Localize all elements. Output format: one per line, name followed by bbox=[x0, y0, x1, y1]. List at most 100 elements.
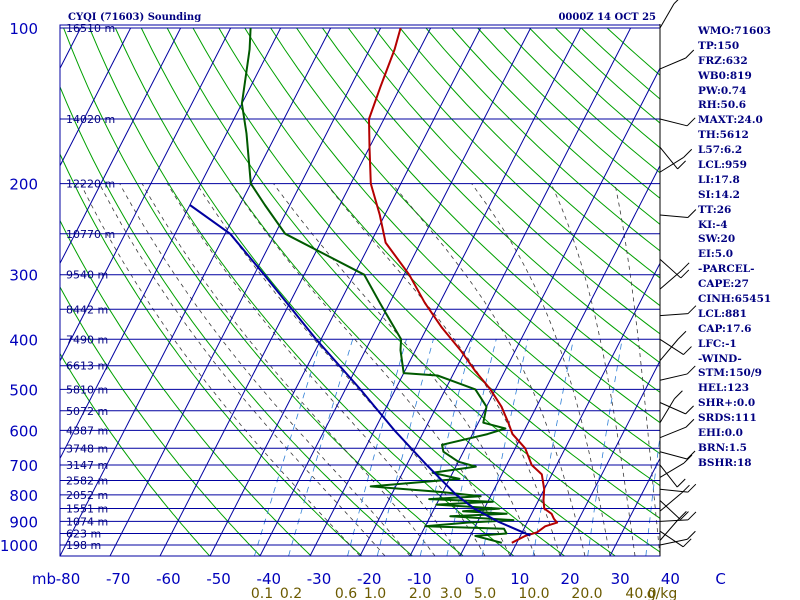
moist-adiabat bbox=[167, 183, 461, 556]
mixing-ratio-label: 2.0 bbox=[409, 586, 431, 600]
dry-adiabat bbox=[60, 85, 413, 556]
index-row: -WIND- bbox=[698, 352, 742, 365]
wind-barb bbox=[659, 426, 687, 439]
sounding-profile-2 bbox=[240, 28, 515, 544]
index-row: LCL:959 bbox=[698, 159, 747, 172]
temperature-tick-label: -70 bbox=[106, 570, 131, 588]
index-row: TT:26 bbox=[698, 203, 732, 216]
index-row: LI:17.8 bbox=[698, 173, 740, 186]
wind-barb-flag bbox=[683, 454, 693, 464]
wind-barb-flag bbox=[673, 0, 679, 5]
dry-adiabat bbox=[114, 28, 565, 556]
wind-barb bbox=[659, 519, 679, 541]
wind-barb-flag bbox=[687, 511, 697, 521]
index-row: STM:150/9 bbox=[698, 367, 762, 380]
dry-adiabat bbox=[140, 28, 616, 556]
temperature-tick-label: -50 bbox=[206, 570, 231, 588]
wind-barb-column bbox=[659, 0, 697, 556]
pressure-tick-label: 200 bbox=[9, 176, 38, 194]
wind-barb-flag bbox=[683, 148, 693, 158]
isotherm bbox=[509, 262, 660, 556]
index-row: EI:5.0 bbox=[698, 248, 734, 261]
temperature-tick-label: C bbox=[715, 570, 725, 588]
temperature-tick-label: -40 bbox=[257, 570, 282, 588]
wind-barb bbox=[659, 214, 688, 218]
height-label: 623 m bbox=[66, 528, 101, 541]
pressure-unit-label: mb bbox=[32, 570, 56, 588]
wind-barb bbox=[659, 492, 682, 512]
temperature-axis-labels: mb -80 -70 -60 -50 -40 -30 -20 -10 0 10 20 30 40 C bbox=[32, 570, 726, 588]
moist-adiabat bbox=[325, 183, 561, 556]
height-label: 2582 m bbox=[66, 474, 108, 487]
wind-barb bbox=[659, 3, 675, 29]
isotherm bbox=[60, 28, 132, 167]
isotherm-lines bbox=[60, 28, 660, 556]
wind-barb bbox=[659, 530, 684, 548]
moist-adiabat bbox=[230, 183, 511, 556]
mixing-ratio-label: 3.0 bbox=[440, 586, 462, 600]
dry-adiabat bbox=[63, 28, 464, 556]
dry-adiabat bbox=[296, 28, 660, 393]
wind-barb-flag bbox=[680, 511, 689, 520]
height-label: 12220 m bbox=[66, 178, 115, 191]
temperature-tick-label: 30 bbox=[611, 570, 630, 588]
dry-adiabat bbox=[244, 28, 660, 455]
mixing-ratio-lines bbox=[254, 339, 660, 556]
pressure-tick-label: 900 bbox=[9, 513, 38, 531]
isotherm bbox=[409, 67, 660, 556]
dry-adiabat bbox=[89, 28, 515, 556]
dry-adiabat bbox=[373, 28, 660, 307]
wind-barb bbox=[659, 500, 681, 520]
index-row: SI:14.2 bbox=[698, 188, 740, 201]
wind-barb-flag bbox=[677, 330, 687, 340]
mixing-ratio-line bbox=[587, 339, 623, 556]
mixing-ratio-line bbox=[347, 339, 407, 556]
mixing-ratio-label: 1.0 bbox=[364, 586, 386, 600]
isotherm bbox=[60, 28, 232, 362]
moist-adiabat bbox=[273, 183, 536, 556]
temperature-tick-label: -20 bbox=[357, 570, 382, 588]
sounding-profile-1 bbox=[368, 28, 559, 544]
dry-adiabat bbox=[321, 28, 660, 364]
dry-adiabat bbox=[60, 152, 363, 556]
dry-adiabat bbox=[218, 28, 660, 487]
temperature-tick-label: -80 bbox=[56, 570, 81, 588]
dry-adiabat bbox=[347, 28, 660, 335]
dry-adiabat bbox=[60, 285, 261, 556]
index-row: BRN:1.5 bbox=[698, 441, 747, 454]
index-row: BSHR:18 bbox=[698, 456, 752, 469]
index-row: FRZ:632 bbox=[698, 54, 748, 67]
moist-adiabat bbox=[471, 183, 611, 556]
wind-barb bbox=[659, 146, 679, 170]
height-label: 14020 m bbox=[66, 113, 115, 126]
mixing-ratio-line bbox=[288, 339, 354, 556]
wind-barb-flag bbox=[683, 346, 692, 355]
index-row: L57:6.2 bbox=[698, 144, 743, 157]
wind-barb-flag bbox=[674, 390, 683, 400]
sounding-indices-panel: WMO:71603 TP:150 FRZ:632 WB0:819 PW:0.74 RH:5… bbox=[698, 24, 771, 471]
sounding-profiles bbox=[189, 28, 559, 544]
height-label: 198 m bbox=[66, 539, 101, 552]
mixing-ratio-line bbox=[446, 339, 497, 556]
wind-barb-flag bbox=[687, 305, 697, 315]
wind-barb-flag bbox=[687, 483, 697, 493]
height-label: 9540 m bbox=[66, 269, 108, 282]
wind-barb-flag bbox=[685, 418, 695, 428]
isotherm bbox=[60, 28, 282, 460]
mixing-ratio-label: 0.6 bbox=[335, 586, 357, 600]
mixing-ratio-line bbox=[254, 339, 322, 556]
mixing-ratio-line bbox=[376, 339, 434, 556]
moist-adiabat bbox=[80, 183, 361, 556]
wind-barb-flag bbox=[686, 365, 696, 375]
dry-adiabat-lines bbox=[60, 28, 660, 556]
wind-barb bbox=[659, 462, 685, 478]
moist-adiabat bbox=[550, 183, 636, 556]
index-row: RH:50.6 bbox=[698, 99, 747, 112]
wind-barb bbox=[659, 270, 682, 290]
wind-barb bbox=[659, 464, 678, 488]
wind-barb-flag bbox=[676, 478, 686, 488]
height-label: 10770 m bbox=[66, 228, 115, 241]
isotherm bbox=[359, 28, 632, 556]
height-label: 8442 m bbox=[66, 303, 108, 316]
